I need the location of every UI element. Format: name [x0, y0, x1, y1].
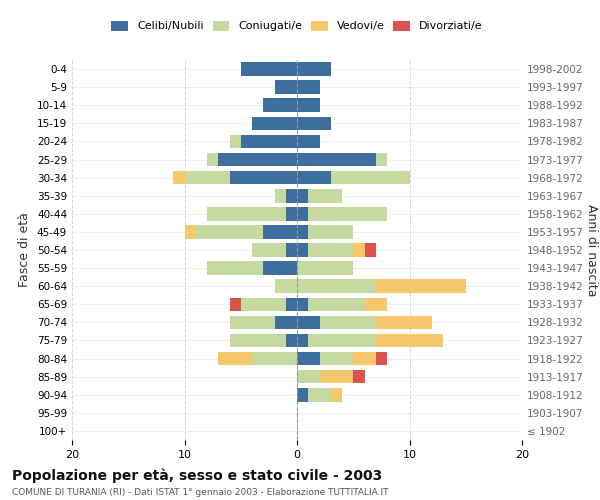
Bar — [297, 152, 376, 166]
Bar — [241, 134, 297, 148]
Bar — [308, 243, 353, 257]
Bar — [207, 207, 286, 220]
Bar — [286, 298, 297, 311]
Bar — [297, 262, 353, 275]
Bar — [353, 352, 376, 366]
Bar — [376, 316, 432, 329]
Bar — [331, 171, 409, 184]
Bar — [376, 352, 387, 366]
Bar — [286, 243, 297, 257]
Bar — [376, 280, 466, 293]
Bar — [286, 207, 297, 220]
Bar — [252, 116, 297, 130]
Bar — [275, 316, 297, 329]
Bar — [308, 207, 387, 220]
Bar — [297, 280, 376, 293]
Bar — [297, 80, 320, 94]
Y-axis label: Anni di nascita: Anni di nascita — [584, 204, 598, 296]
Bar — [297, 189, 308, 202]
Bar — [286, 189, 297, 202]
Bar — [297, 243, 308, 257]
Bar — [275, 280, 297, 293]
Bar — [297, 98, 320, 112]
Bar — [263, 225, 297, 238]
Bar — [297, 370, 320, 384]
Bar — [297, 171, 331, 184]
Bar — [252, 243, 286, 257]
Bar — [252, 352, 297, 366]
Bar — [185, 225, 196, 238]
Bar — [185, 171, 229, 184]
Bar — [365, 243, 376, 257]
Legend: Celibi/Nubili, Coniugati/e, Vedovi/e, Divorziati/e: Celibi/Nubili, Coniugati/e, Vedovi/e, Di… — [107, 16, 487, 36]
Bar — [376, 334, 443, 347]
Bar — [308, 334, 376, 347]
Bar — [229, 316, 275, 329]
Bar — [275, 189, 286, 202]
Bar — [297, 334, 308, 347]
Bar — [376, 152, 387, 166]
Text: COMUNE DI TURANIA (RI) - Dati ISTAT 1° gennaio 2003 - Elaborazione TUTTITALIA.IT: COMUNE DI TURANIA (RI) - Dati ISTAT 1° g… — [12, 488, 389, 497]
Bar — [207, 152, 218, 166]
Bar — [229, 334, 286, 347]
Bar — [263, 98, 297, 112]
Bar — [241, 298, 286, 311]
Bar — [320, 316, 376, 329]
Bar — [331, 388, 342, 402]
Bar — [297, 316, 320, 329]
Bar — [297, 207, 308, 220]
Bar — [286, 334, 297, 347]
Bar — [308, 189, 342, 202]
Bar — [297, 388, 308, 402]
Bar — [320, 370, 353, 384]
Bar — [241, 62, 297, 76]
Bar — [297, 225, 308, 238]
Bar — [173, 171, 185, 184]
Bar — [353, 370, 365, 384]
Bar — [297, 352, 320, 366]
Bar — [320, 352, 353, 366]
Bar — [297, 116, 331, 130]
Bar — [275, 80, 297, 94]
Bar — [365, 298, 387, 311]
Bar — [297, 62, 331, 76]
Bar — [207, 262, 263, 275]
Text: Popolazione per età, sesso e stato civile - 2003: Popolazione per età, sesso e stato civil… — [12, 468, 382, 483]
Bar — [229, 298, 241, 311]
Bar — [218, 352, 252, 366]
Bar — [297, 298, 308, 311]
Bar — [308, 388, 331, 402]
Bar — [297, 134, 320, 148]
Bar — [229, 134, 241, 148]
Bar — [308, 298, 365, 311]
Bar — [229, 171, 297, 184]
Bar — [308, 225, 353, 238]
Y-axis label: Fasce di età: Fasce di età — [19, 212, 31, 288]
Bar — [353, 243, 365, 257]
Bar — [218, 152, 297, 166]
Bar — [263, 262, 297, 275]
Bar — [196, 225, 263, 238]
